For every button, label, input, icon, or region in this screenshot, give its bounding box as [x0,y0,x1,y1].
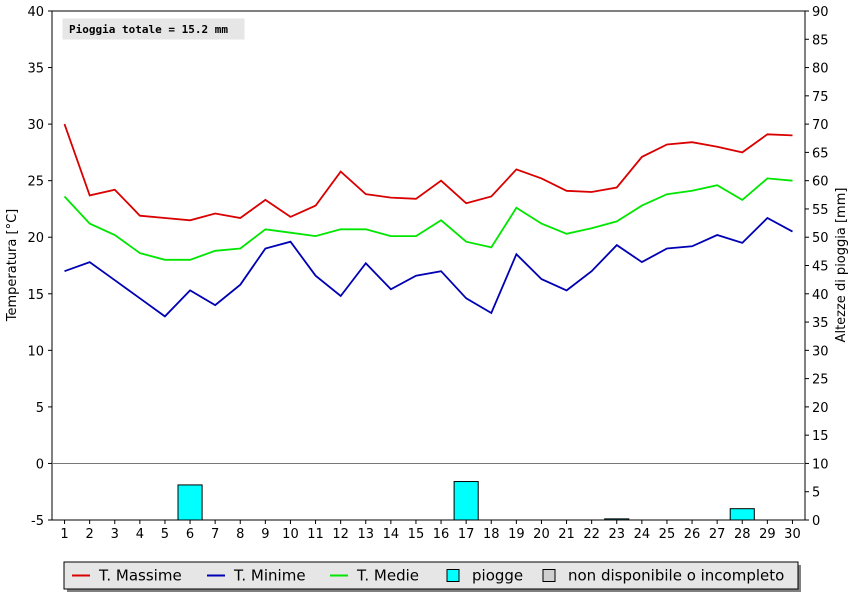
y-right-tick-label: 0 [812,514,820,529]
series-line-t-medie [63,177,793,261]
temperature-lines [63,123,793,318]
x-tick-label: 21 [558,527,575,542]
y-right-tick-label: 80 [812,62,829,77]
y-left-tick-label: 35 [27,62,44,77]
x-tick-label: 23 [608,527,625,542]
y-right-tick-label: 25 [812,373,829,388]
x-tick-label: 20 [533,527,550,542]
rain-bars [177,481,755,521]
x-tick-label: 26 [684,527,701,542]
y-axis-left-label: Temperatura [°C] [5,209,20,322]
y-left-tick-label: 25 [27,175,44,190]
x-tick-label: 3 [111,527,119,542]
y-right-tick-label: 50 [812,231,829,246]
rain-bar [453,481,479,521]
y-right-tick-label: 60 [812,175,829,190]
x-tick-label: 29 [759,527,776,542]
x-tick-label: 5 [161,527,169,542]
x-tick-label: 17 [458,527,475,542]
x-tick-label: 28 [734,527,751,542]
y-left-tick-label: 30 [27,118,44,133]
annotation-box: Pioggia totale = 15.2 mm [62,18,245,40]
y-right-tick-label: 5 [812,486,820,501]
plot-area [52,11,805,520]
axes: -505101520253035400510152025303540455055… [27,5,828,542]
series-line-t-minime [64,216,793,318]
legend-box [63,561,799,590]
x-tick-label: 25 [659,527,676,542]
y-right-tick-label: 40 [812,288,829,303]
x-tick-label: 4 [136,527,144,542]
x-tick-label: 10 [282,527,299,542]
x-tick-label: 22 [583,527,600,542]
y-right-tick-label: 10 [812,457,829,472]
y-right-tick-label: 30 [812,344,829,359]
y-right-tick-label: 65 [812,146,829,161]
legend-label: non disponibile o incompleto [568,567,784,585]
rain-bar [177,484,203,521]
legend-swatch [446,569,460,582]
rain-total-annotation: Pioggia totale = 15.2 mm [69,23,228,36]
y-right-tick-label: 45 [812,260,829,275]
x-tick-label: 19 [508,527,525,542]
y-right-tick-label: 75 [812,90,829,105]
legend-swatch [542,569,556,582]
series-line-t-massime [63,123,793,222]
x-tick-label: 2 [86,527,94,542]
x-tick-label: 16 [433,527,450,542]
legend: T. Massime T. Minime T. Medie piogge non dis… [63,561,801,592]
x-tick-label: 6 [186,527,194,542]
x-tick-label: 13 [357,527,374,542]
legend-label: T. Medie [356,567,419,585]
y-left-tick-label: 0 [36,457,44,472]
x-tick-label: 24 [634,527,651,542]
y-right-tick-label: 15 [812,429,829,444]
x-tick-label: 14 [383,527,400,542]
x-tick-label: 1 [60,527,68,542]
x-tick-label: 30 [784,527,801,542]
rain-bar [729,508,755,521]
y-right-tick-label: 35 [812,316,829,331]
y-right-tick-label: 85 [812,33,829,48]
legend-label: T. Massime [98,567,182,585]
x-tick-label: 27 [709,527,726,542]
y-right-tick-label: 55 [812,203,829,218]
x-tick-label: 15 [408,527,425,542]
y-left-tick-label: 15 [27,288,44,303]
x-tick-label: 12 [332,527,349,542]
y-left-tick-label: -5 [31,514,44,529]
y-right-tick-label: 90 [812,5,829,20]
y-left-tick-label: 5 [36,401,44,416]
x-tick-label: 7 [211,527,219,542]
x-tick-label: 18 [483,527,500,542]
y-right-tick-label: 20 [812,401,829,416]
x-tick-label: 11 [307,527,324,542]
plot-background [52,11,805,520]
y-left-tick-label: 40 [27,5,44,20]
legend-label: piogge [472,567,523,585]
y-left-tick-label: 20 [27,231,44,246]
y-axis-right-label: Altezze di pioggia [mm] [834,188,849,343]
legend-label: T. Minime [233,567,306,585]
y-right-tick-label: 70 [812,118,829,133]
x-tick-label: 9 [261,527,269,542]
y-left-tick-label: 10 [27,344,44,359]
x-tick-label: 8 [236,527,244,542]
